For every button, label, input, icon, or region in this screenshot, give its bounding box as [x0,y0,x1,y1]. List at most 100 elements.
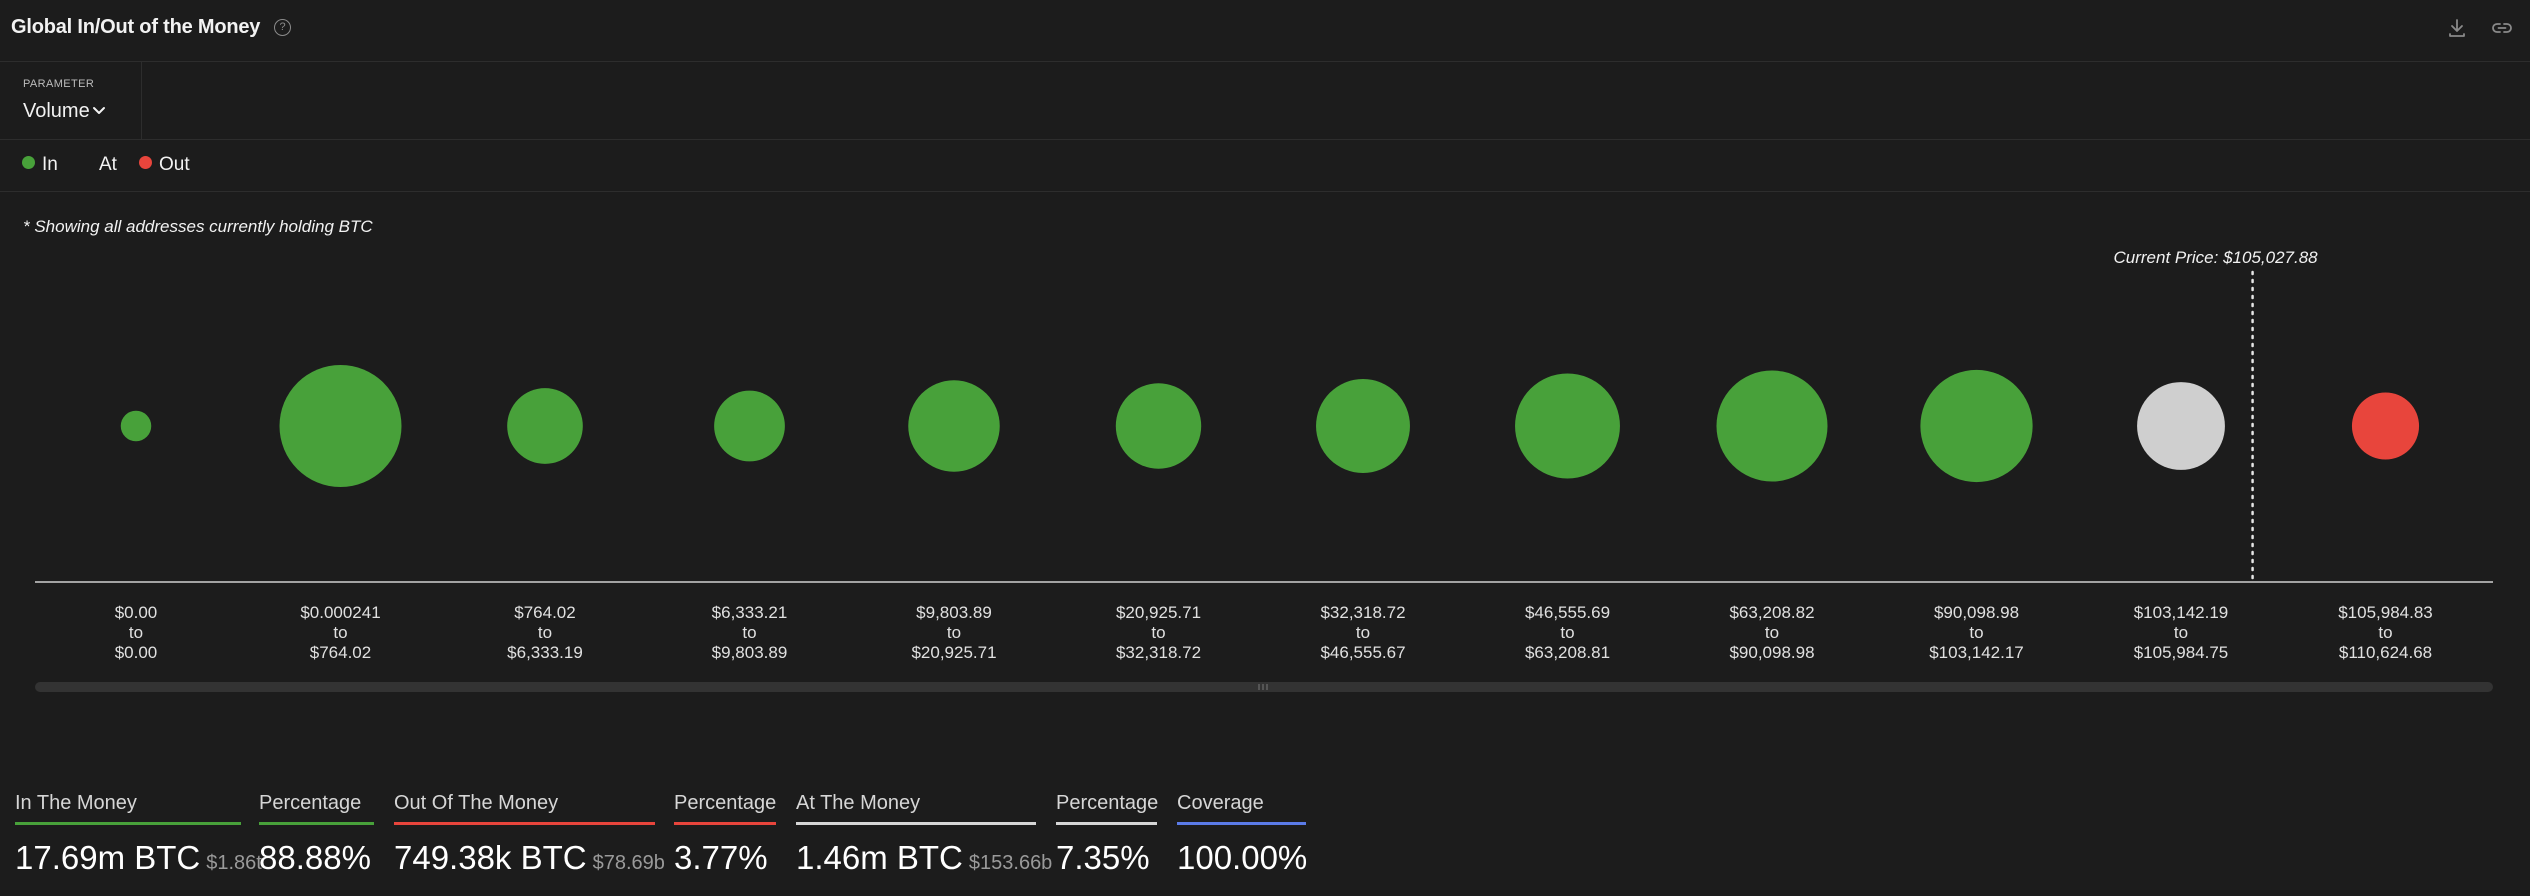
x-tick-label-0-0: $0.00 [115,603,158,622]
stat-underline-in_money [15,822,241,825]
x-tick-label-1-2: $764.02 [310,643,371,662]
x-tick-label-11-2: $110,624.68 [2339,643,2432,662]
stat-label-out_pct: Percentage [674,792,777,814]
x-tick-label-8-1: to [1765,623,1779,642]
x-tick-label-4-1: to [947,623,961,642]
summary-stats: In The Money 17.69m BTC $1.86t Percentage 88… [0,790,2530,896]
bubble-in-8[interactable] [1716,370,1828,482]
x-tick-label-0-2: $0.00 [115,643,158,662]
bubble-in-1[interactable] [279,365,402,487]
x-tick-label-8-2: $90,098.98 [1729,643,1814,662]
stat-label-at_pct: Percentage [1056,792,1159,814]
x-tick-label-10-2: $105,984.75 [2134,643,2229,662]
parameter-label: PARAMETER [23,78,95,90]
x-tick-label-11-0: $105,984.83 [2338,603,2433,622]
x-tick-labels: $0.00to$0.00$0.000241to$764.02$764.02to$… [115,603,2433,662]
x-tick-label-7-2: $63,208.81 [1525,643,1610,662]
bubble-in-2[interactable] [507,388,583,464]
legend-item-out[interactable]: Out [139,154,190,176]
bubble-at-10[interactable] [2137,382,2225,470]
bubble-chart: Current Price: $105,027.88 $0.00to$0.00$… [35,248,2493,692]
x-tick-label-9-2: $103,142.17 [1929,643,2024,662]
stat-value-coverage: 100.00% [1177,839,1308,876]
chevron-down-icon[interactable] [92,106,106,116]
x-tick-label-1-1: to [333,623,347,642]
parameter-select[interactable]: PARAMETER Volume [0,62,142,140]
x-tick-label-2-0: $764.02 [514,603,575,622]
stat-label-in_money: In The Money [15,792,137,814]
x-tick-label-4-2: $20,925.71 [911,643,996,662]
page-title: Global In/Out of the Money [11,16,261,38]
legend-dot-in [22,156,35,169]
bubble-out-11[interactable] [2351,392,2420,460]
stat-value-in_pct: 88.88% [259,839,371,876]
chart-note: * Showing all addresses currently holdin… [23,217,373,236]
stat-label-in_pct: Percentage [259,792,362,814]
stat-label-out_money: Out Of The Money [394,792,559,814]
help-icon[interactable]: ? [274,19,291,36]
x-tick-label-11-1: to [2378,623,2392,642]
bubble-in-9[interactable] [1920,369,2033,483]
x-tick-label-3-1: to [742,623,756,642]
stat-underline-at_pct [1056,822,1157,825]
x-tick-label-9-0: $90,098.98 [1934,603,2019,622]
stat-underline-out_pct [674,822,776,825]
x-tick-label-0-1: to [129,623,143,642]
legend-item-in[interactable]: In [22,154,58,176]
x-tick-label-8-0: $63,208.82 [1729,603,1814,622]
stat-value-at_pct: 7.35% [1056,839,1150,876]
stat-label-coverage: Coverage [1177,792,1264,814]
legend-label-at: At [99,154,117,175]
legend-label-out: Out [159,154,190,175]
x-tick-label-4-0: $9,803.89 [916,603,992,622]
download-icon[interactable] [2445,16,2469,40]
stat-coverage: Coverage 100.00% [1177,790,1307,876]
bubble-in-3[interactable] [714,390,785,462]
current-price-label: Current Price: $105,027.88 [2114,248,2319,267]
x-tick-label-3-2: $9,803.89 [712,643,788,662]
link-icon[interactable] [2490,16,2514,40]
x-tick-label-9-1: to [1969,623,1983,642]
x-tick-label-6-1: to [1356,623,1370,642]
stat-at_money: At The Money 1.46m BTC $153.66b [796,790,1052,876]
header: Global In/Out of the Money ? [0,0,2530,62]
legend: In At Out [0,140,2530,192]
x-tick-label-10-1: to [2174,623,2188,642]
stat-in_money: In The Money 17.69m BTC $1.86t [15,790,262,876]
x-tick-label-6-2: $46,555.67 [1320,643,1405,662]
stat-underline-at_money [796,822,1036,825]
x-tick-label-5-0: $20,925.71 [1116,603,1201,622]
stat-out_pct: Percentage 3.77% [674,790,777,876]
bubble-in-0[interactable] [120,410,152,442]
bubbles-group [120,365,2420,487]
scrollbar-grip-icon[interactable] [1258,684,1268,690]
parameter-value[interactable]: Volume [23,100,90,122]
stat-sub-in_money: $1.86t [206,852,262,874]
x-tick-label-10-0: $103,142.19 [2134,603,2229,622]
legend-label-in: In [42,154,58,175]
stat-value-in_money: 17.69m BTC $1.86t [15,839,262,876]
x-tick-label-1-0: $0.000241 [300,603,380,622]
x-tick-label-6-0: $32,318.72 [1320,603,1405,622]
x-tick-label-5-1: to [1151,623,1165,642]
stat-value-at_money: 1.46m BTC $153.66b [796,839,1053,876]
stat-at_pct: Percentage 7.35% [1056,790,1159,876]
bubble-in-4[interactable] [908,380,1000,472]
legend-item-at[interactable]: At [99,154,117,176]
stat-value-out_pct: 3.77% [674,839,768,876]
x-tick-label-2-1: to [538,623,552,642]
chart-scrollbar[interactable] [35,682,2493,692]
bubble-in-6[interactable] [1316,379,1410,473]
stat-underline-out_money [394,822,655,825]
bubble-in-7[interactable] [1515,373,1620,479]
x-tick-label-7-0: $46,555.69 [1525,603,1610,622]
stat-value-out_money: 749.38k BTC $78.69b [394,839,665,876]
x-tick-label-3-0: $6,333.21 [712,603,788,622]
stat-underline-in_pct [259,822,374,825]
x-tick-label-5-2: $32,318.72 [1116,643,1201,662]
legend-dot-out [139,156,152,169]
bubble-in-5[interactable] [1115,383,1202,469]
stat-sub-at_money: $153.66b [968,852,1053,874]
x-tick-label-7-1: to [1560,623,1574,642]
stat-underline-coverage [1177,822,1306,825]
